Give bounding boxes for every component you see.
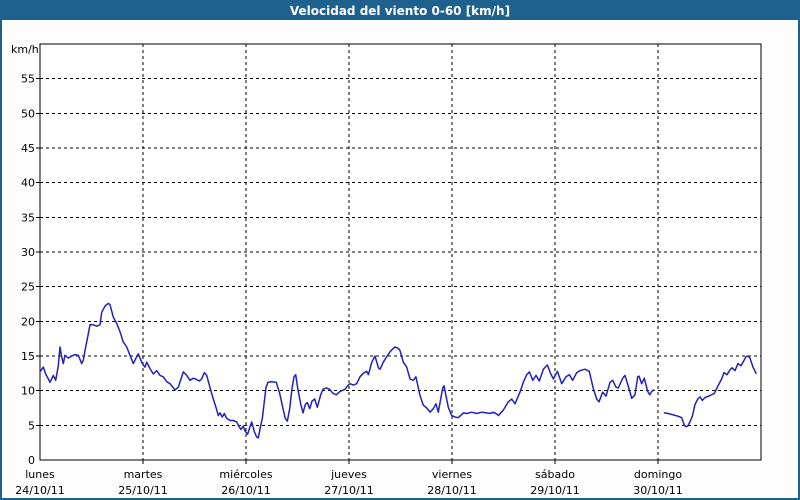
chart-title: Velocidad del viento 0-60 [km/h] xyxy=(289,4,511,18)
y-tick-label: 40 xyxy=(21,177,35,190)
x-tick-label-day: jueves xyxy=(330,468,367,481)
window-title-bar: Velocidad del viento 0-60 [km/h] xyxy=(2,2,798,20)
x-tick-label-day: lunes xyxy=(25,468,55,481)
x-tick-label-date: 29/10/11 xyxy=(530,484,579,497)
y-tick-label: 20 xyxy=(21,315,35,328)
y-tick-label: 5 xyxy=(28,419,35,432)
x-tick-label-date: 27/10/11 xyxy=(324,484,373,497)
y-tick-label: 25 xyxy=(21,281,35,294)
wind-speed-line xyxy=(663,355,757,428)
x-tick-label-day: domingo xyxy=(634,468,682,481)
y-tick-label: 15 xyxy=(21,350,35,363)
x-tick-label-day: martes xyxy=(124,468,163,481)
y-axis-unit-label: km/h xyxy=(11,43,39,56)
y-tick-label: 30 xyxy=(21,246,35,259)
x-tick-label-day: miércoles xyxy=(219,468,272,481)
y-tick-label: 45 xyxy=(21,142,35,155)
y-tick-label: 35 xyxy=(21,211,35,224)
x-tick-label-date: 28/10/11 xyxy=(427,484,476,497)
x-tick-label-day: viernes xyxy=(432,468,472,481)
x-tick-label-date: 26/10/11 xyxy=(221,484,270,497)
x-tick-label-date: 25/10/11 xyxy=(118,484,167,497)
y-tick-label: 0 xyxy=(28,454,35,467)
x-tick-label-date: 24/10/11 xyxy=(15,484,64,497)
x-tick-label-date: 30/10/11 xyxy=(633,484,682,497)
wind-speed-chart: 0 5 10 15 20 25 30 35 40 45 50 55 km/h lunes 24/10/11 m… xyxy=(11,43,762,497)
y-tick-label: 50 xyxy=(21,107,35,120)
y-tick-label: 55 xyxy=(21,73,35,86)
wind-speed-line xyxy=(39,302,655,439)
x-tick-label-day: sábado xyxy=(535,468,575,481)
y-tick-label: 10 xyxy=(21,385,35,398)
